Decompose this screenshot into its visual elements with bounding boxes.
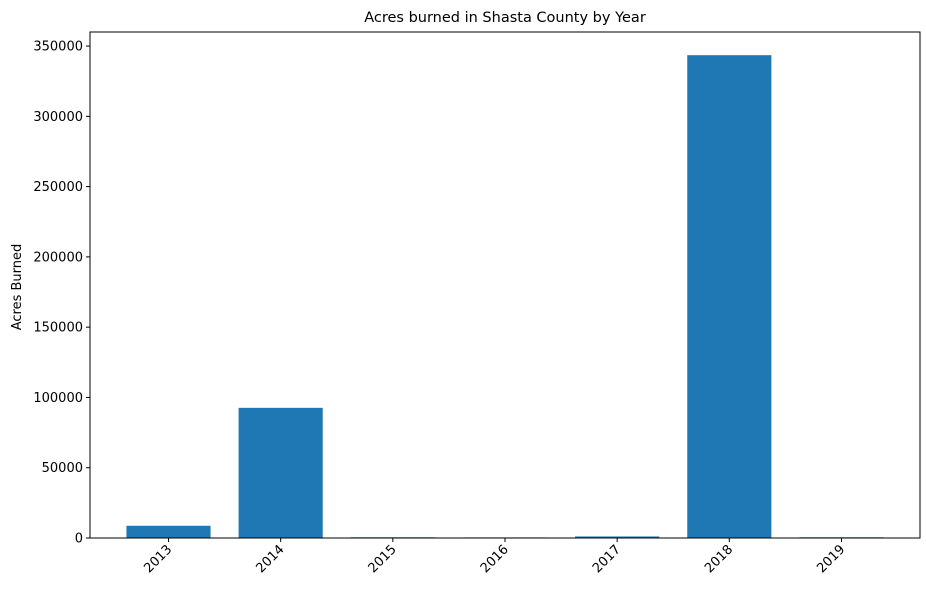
y-tick-label-200000: 200000 — [33, 250, 83, 265]
bar-2013 — [126, 525, 211, 538]
x-axis-ticks: 2013 2014 2015 2016 2017 2018 2019 — [141, 538, 848, 576]
x-tick-label-2017: 2017 — [590, 542, 624, 576]
bar-2017 — [575, 536, 660, 538]
chart-title: Acres burned in Shasta County by Year — [364, 10, 646, 26]
x-tick-label-2016: 2016 — [478, 542, 512, 576]
bar-2018 — [687, 55, 772, 538]
y-axis-label: Acres Burned — [10, 244, 25, 331]
y-tick-label-250000: 250000 — [33, 180, 83, 195]
x-tick-label-2015: 2015 — [366, 542, 400, 576]
bar-2014 — [238, 407, 323, 538]
y-tick-label-350000: 350000 — [33, 40, 83, 55]
y-axis-ticks: 0 50000 100000 150000 200000 250000 300000 3500… — [33, 40, 90, 547]
x-tick-label-2018: 2018 — [702, 542, 736, 576]
plot-frame — [89, 31, 921, 539]
y-tick-label-100000: 100000 — [33, 391, 83, 406]
y-tick-label-0: 0 — [75, 532, 83, 547]
x-tick-label-2013: 2013 — [141, 542, 175, 576]
x-tick-label-2019: 2019 — [814, 542, 848, 576]
bars-group — [126, 55, 884, 538]
y-tick-label-300000: 300000 — [33, 110, 83, 125]
y-tick-label-150000: 150000 — [33, 321, 83, 336]
y-tick-label-50000: 50000 — [42, 461, 83, 476]
x-tick-label-2014: 2014 — [253, 542, 287, 576]
